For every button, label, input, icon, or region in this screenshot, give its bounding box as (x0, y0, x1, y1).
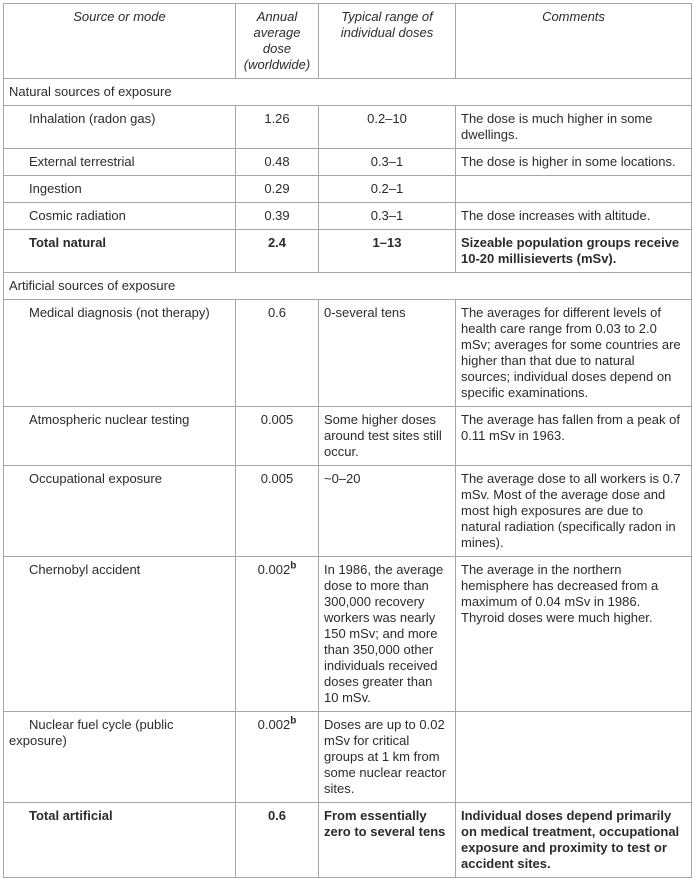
cell-range: From essentially zero to several tens (318, 802, 456, 878)
cell-source: Chernobyl accident (3, 556, 236, 712)
cell-dose: 0.002b (235, 556, 319, 712)
cell-source: Cosmic radiation (3, 202, 236, 230)
header-typical-range: Typical range of individual doses (318, 3, 456, 79)
cell-source: Nuclear fuel cycle (public exposure) (3, 711, 236, 803)
cell-source: Occupational exposure (3, 465, 236, 557)
cell-dose: 1.26 (235, 105, 319, 149)
table-row-total-natural: Total natural 2.4 1–13 Sizeable populati… (3, 229, 692, 273)
header-source-or-mode: Source or mode (3, 3, 236, 79)
table-row-ingestion: Ingestion 0.29 0.2–1 (3, 175, 692, 203)
cell-comments: The dose is higher in some locations. (455, 148, 692, 176)
cell-range: 0.2–10 (318, 105, 456, 149)
cell-comments: The dose increases with altitude. (455, 202, 692, 230)
cell-range: 0-several tens (318, 299, 456, 407)
cell-comments (455, 175, 692, 203)
cell-dose: 2.4 (235, 229, 319, 273)
cell-comments: The average dose to all workers is 0.7 m… (455, 465, 692, 557)
cell-source: Total natural (3, 229, 236, 273)
section-title-artificial: Artificial sources of exposure (3, 272, 692, 300)
cell-dose: 0.48 (235, 148, 319, 176)
dose-value: 0.002 (257, 717, 291, 732)
cell-comments: The average in the northern hemisphere h… (455, 556, 692, 712)
cell-comments: Sizeable population groups receive 10-20… (455, 229, 692, 273)
cell-source: Medical diagnosis (not therapy) (3, 299, 236, 407)
table-row-atmospheric-nuclear-testing: Atmospheric nuclear testing 0.005 Some h… (3, 406, 692, 466)
table-row-external-terrestrial: External terrestrial 0.48 0.3–1 The dose… (3, 148, 692, 176)
cell-source: External terrestrial (3, 148, 236, 176)
footnote-marker-b: b (290, 560, 297, 572)
cell-dose: 0.005 (235, 465, 319, 557)
table-row-medical-diagnosis: Medical diagnosis (not therapy) 0.6 0-se… (3, 299, 692, 407)
cell-source: Total artificial (3, 802, 236, 878)
cell-dose: 0.6 (235, 299, 319, 407)
section-row-natural: Natural sources of exposure (3, 78, 692, 106)
cell-range: Doses are up to 0.02 mSv for critical gr… (318, 711, 456, 803)
cell-source: Inhalation (radon gas) (3, 105, 236, 149)
cell-comments: The averages for different levels of hea… (455, 299, 692, 407)
cell-range: Some higher doses around test sites stil… (318, 406, 456, 466)
cell-comments: The average has fallen from a peak of 0.… (455, 406, 692, 466)
cell-dose: 0.005 (235, 406, 319, 466)
header-comments: Comments (455, 3, 692, 79)
document-page: Source or mode Annual average dose (worl… (3, 3, 692, 878)
cell-comments: Individual doses depend primarily on med… (455, 802, 692, 878)
cell-source: Ingestion (3, 175, 236, 203)
table-row-nuclear-fuel-cycle: Nuclear fuel cycle (public exposure) 0.0… (3, 711, 692, 803)
section-row-artificial: Artificial sources of exposure (3, 272, 692, 300)
cell-dose: 0.002b (235, 711, 319, 803)
cell-dose: 0.29 (235, 175, 319, 203)
cell-range: 0.3–1 (318, 202, 456, 230)
header-annual-average-dose: Annual average dose (worldwide) (235, 3, 319, 79)
cell-range: In 1986, the average dose to more than 3… (318, 556, 456, 712)
table-row-cosmic-radiation: Cosmic radiation 0.39 0.3–1 The dose inc… (3, 202, 692, 230)
table-row-chernobyl-accident: Chernobyl accident 0.002b In 1986, the a… (3, 556, 692, 712)
table-header-row: Source or mode Annual average dose (worl… (3, 3, 692, 79)
cell-dose: 0.39 (235, 202, 319, 230)
cell-comments (455, 711, 692, 803)
cell-dose: 0.6 (235, 802, 319, 878)
footnote-marker-b: b (290, 715, 297, 727)
section-title-natural: Natural sources of exposure (3, 78, 692, 106)
cell-comments: The dose is much higher in some dwelling… (455, 105, 692, 149)
table-row-occupational-exposure: Occupational exposure 0.005 ~0–20 The av… (3, 465, 692, 557)
table-row-inhalation: Inhalation (radon gas) 1.26 0.2–10 The d… (3, 105, 692, 149)
dose-value: 0.002 (257, 562, 291, 577)
cell-range: 1–13 (318, 229, 456, 273)
cell-range: 0.2–1 (318, 175, 456, 203)
table-row-total-artificial: Total artificial 0.6 From essentially ze… (3, 802, 692, 878)
cell-range: ~0–20 (318, 465, 456, 557)
cell-range: 0.3–1 (318, 148, 456, 176)
radiation-dose-table: Source or mode Annual average dose (worl… (3, 3, 692, 878)
cell-source: Atmospheric nuclear testing (3, 406, 236, 466)
